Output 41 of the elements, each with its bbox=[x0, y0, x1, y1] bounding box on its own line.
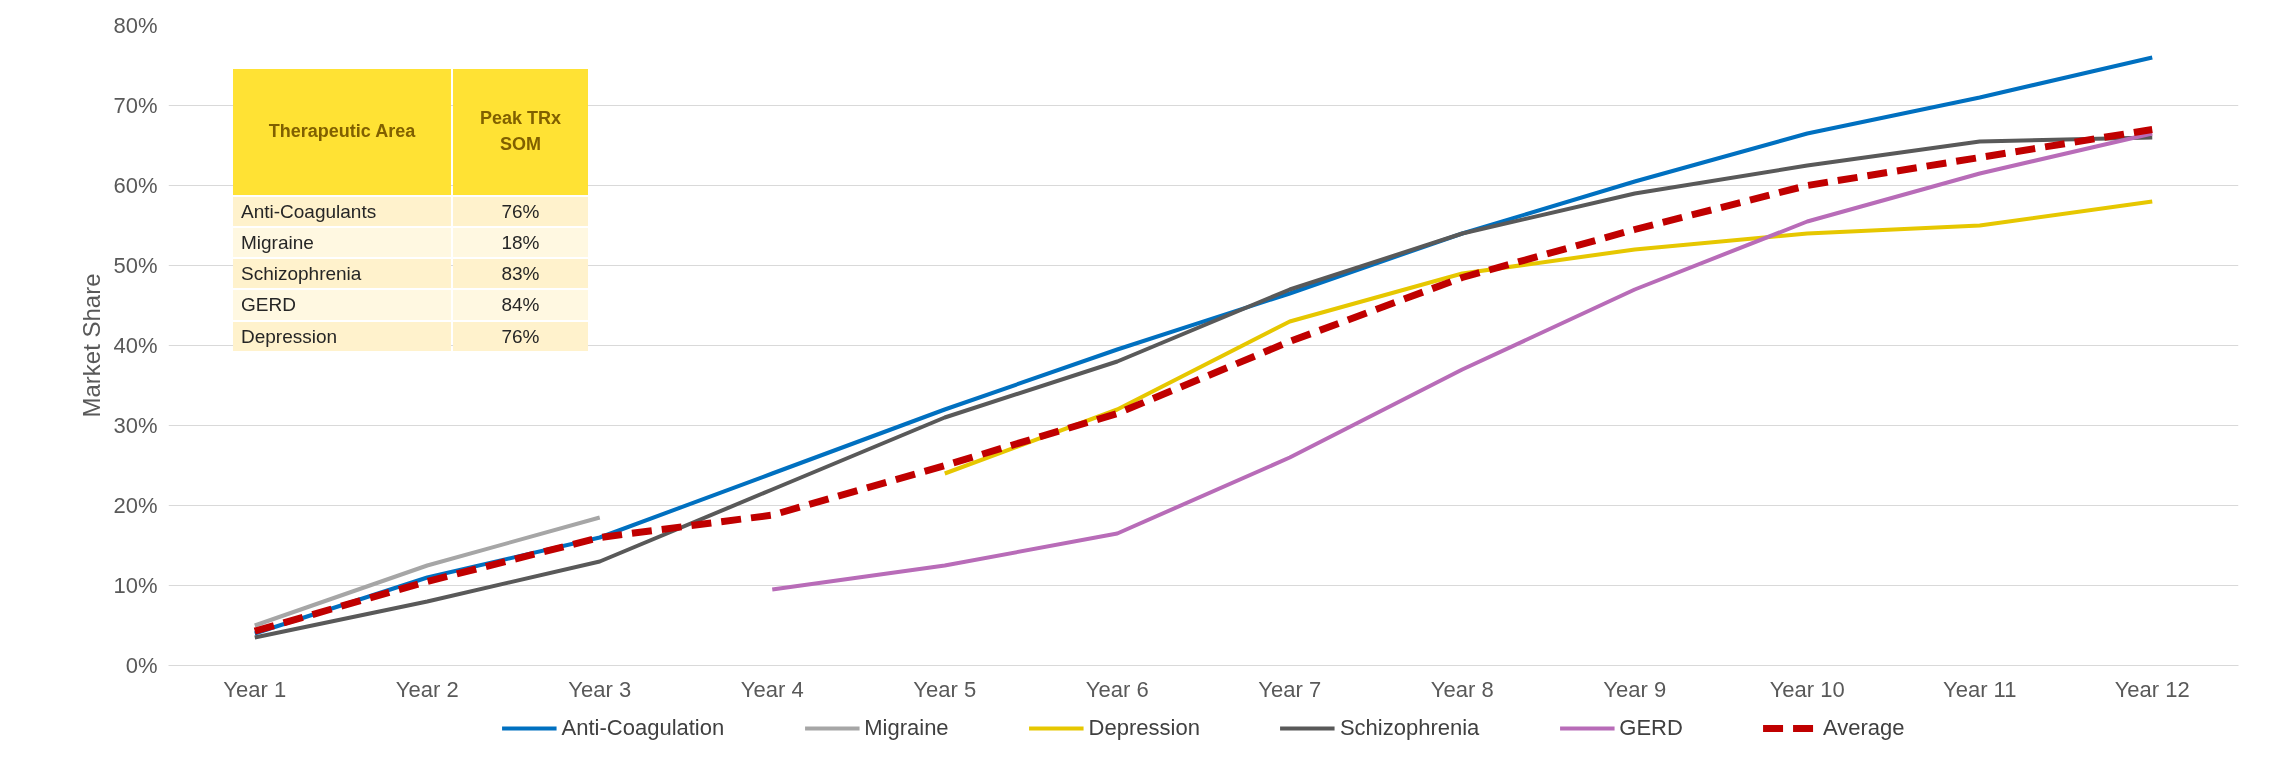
legend-label: Depression bbox=[1088, 715, 1200, 741]
y-tick-label: 10% bbox=[113, 573, 158, 598]
y-tick-label: 30% bbox=[113, 413, 158, 438]
annotation: Migraine bbox=[233, 228, 451, 258]
y-tick-label: 70% bbox=[113, 93, 158, 118]
x-tick-label: Year 4 bbox=[740, 676, 804, 702]
legend-label: Anti-Coagulation bbox=[561, 715, 725, 741]
annotation: Peak TRx SOM bbox=[453, 69, 588, 195]
x-tick-label: Year 8 bbox=[1430, 676, 1494, 702]
x-tick-label: Year 12 bbox=[2114, 676, 2190, 702]
x-tick-label: Year 1 bbox=[223, 676, 287, 702]
annotation: Schizophrenia bbox=[233, 259, 451, 289]
annotation: 18% bbox=[453, 228, 588, 258]
annotation: 76% bbox=[453, 321, 588, 351]
x-tick-label: Year 2 bbox=[395, 676, 459, 702]
legend-label: Average bbox=[1822, 715, 1905, 741]
annotation: 84% bbox=[453, 290, 588, 320]
y-tick-label: 80% bbox=[113, 13, 158, 38]
y-tick-label: 40% bbox=[113, 333, 158, 358]
annotation: GERD bbox=[233, 290, 451, 320]
annotation: 76% bbox=[453, 197, 588, 227]
y-axis-title: Market Share bbox=[78, 273, 106, 418]
annotation: Depression bbox=[233, 321, 451, 351]
legend-label: Schizophrenia bbox=[1339, 715, 1480, 741]
x-tick-label: Year 10 bbox=[1769, 676, 1845, 702]
x-tick-label: Year 3 bbox=[568, 676, 632, 702]
x-tick-label: Year 5 bbox=[913, 676, 977, 702]
line-series bbox=[770, 131, 2155, 592]
y-tick-label: 50% bbox=[113, 253, 158, 278]
y-tick-label: 60% bbox=[113, 173, 158, 198]
legend-label: GERD bbox=[1619, 715, 1683, 741]
x-tick-label: Year 7 bbox=[1258, 676, 1322, 702]
y-tick-label: 0% bbox=[125, 653, 158, 678]
annotation: Anti-Coagulants bbox=[233, 197, 451, 227]
x-tick-label: Year 11 bbox=[1943, 676, 2017, 702]
annotation: Therapeutic Area bbox=[233, 69, 451, 195]
annotation: 83% bbox=[453, 259, 588, 289]
y-tick-label: 20% bbox=[113, 493, 158, 518]
x-tick-label: Year 6 bbox=[1085, 676, 1149, 702]
legend-label: Migraine bbox=[864, 715, 949, 741]
x-tick-label: Year 9 bbox=[1603, 676, 1667, 702]
